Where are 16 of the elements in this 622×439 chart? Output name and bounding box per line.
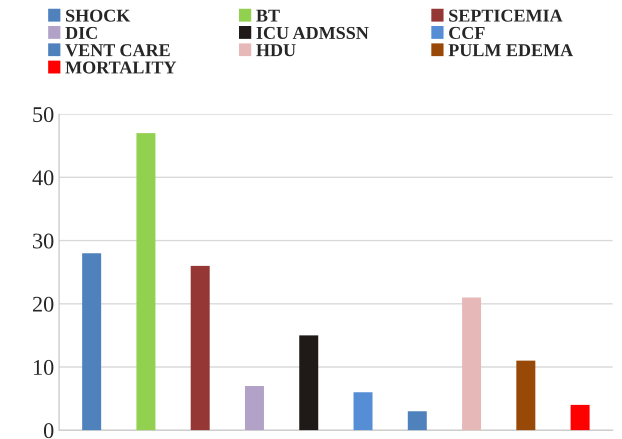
legend-label: VENT CARE (65, 44, 170, 56)
y-tick-label: 40 (32, 170, 54, 186)
legend-label: DIC (65, 26, 97, 40)
y-tick-label: 50 (33, 107, 54, 122)
legend-label: MORTALITY (65, 61, 176, 74)
legend-label: SEPTICEMIA (449, 10, 563, 22)
legend-label: BT (256, 10, 280, 22)
y-tick-label: 10 (34, 360, 54, 375)
y-tick-label: 0 (44, 423, 54, 438)
legend-label: SHOCK (66, 10, 130, 22)
legend-label: PULM EDEMA (448, 44, 574, 56)
legend-label: HDU (256, 44, 296, 56)
legend-label: CCF (449, 26, 485, 40)
y-tick-label: 20 (32, 296, 54, 312)
legend-label: ICU ADMSSN (256, 26, 369, 40)
y-tick-label: 30 (33, 234, 54, 248)
